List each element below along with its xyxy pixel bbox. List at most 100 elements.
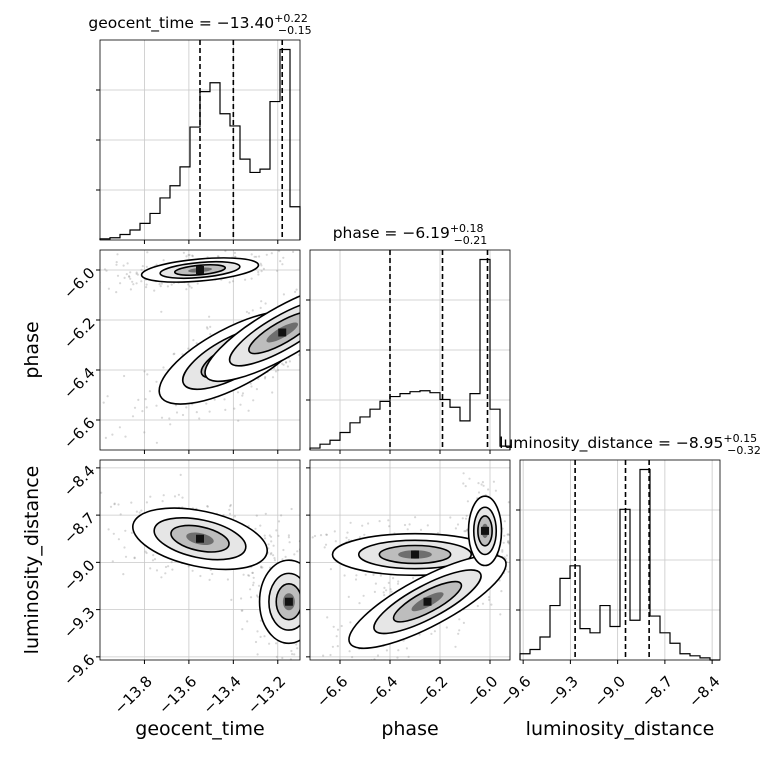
contour-line-2-1-2-0 <box>467 495 503 567</box>
scatter-point <box>351 300 353 302</box>
scatter-point <box>138 511 141 514</box>
scatter-point <box>396 582 400 585</box>
scatter-point <box>113 503 116 506</box>
scatter-point <box>264 302 267 305</box>
scatter-point <box>259 635 262 639</box>
scatter-point <box>246 620 249 623</box>
density-peak-2-1-0 <box>411 550 419 559</box>
scatter-point <box>208 578 211 582</box>
scatter-point <box>119 282 122 285</box>
scatter-point <box>259 262 262 265</box>
scatter-point <box>317 317 319 319</box>
scatter-point <box>155 404 158 407</box>
scatter-point <box>557 522 559 524</box>
scatter-point <box>268 534 271 537</box>
scatter-point <box>332 544 334 546</box>
x-tick-label-luminosity_distance: −9.3 <box>543 672 581 710</box>
scatter-point <box>239 403 242 406</box>
scatter-point <box>307 654 309 656</box>
scatter-point <box>270 535 273 538</box>
scatter-point <box>254 640 258 644</box>
title-upper-error: +0.22 <box>274 12 308 25</box>
scatter-point <box>417 276 419 278</box>
scatter-point <box>230 598 233 602</box>
scatter-point <box>307 537 309 539</box>
scatter-point <box>305 313 307 315</box>
scatter-point <box>363 278 365 280</box>
scatter-point <box>381 292 383 294</box>
scatter-point <box>124 529 127 532</box>
scatter-point <box>305 280 307 282</box>
scatter-point <box>281 558 284 561</box>
scatter-point <box>367 290 369 292</box>
scatter-point <box>259 662 261 664</box>
scatter-point <box>162 494 165 497</box>
scatter-point <box>328 276 330 278</box>
contour-line-2-0-1-2 <box>275 582 300 621</box>
scatter-point <box>300 615 302 617</box>
scatter-point <box>525 583 527 585</box>
scatter-point <box>477 491 481 494</box>
scatter-point <box>511 499 513 501</box>
scatter-point <box>303 621 305 623</box>
scatter-point <box>343 326 345 328</box>
scatter-point <box>129 277 132 280</box>
scatter-point <box>480 483 483 486</box>
scatter-point <box>209 325 212 328</box>
scatter-point <box>263 377 267 380</box>
scatter-point <box>158 283 161 286</box>
scatter-point <box>306 334 308 336</box>
scatter-point <box>348 650 351 653</box>
scatter-point <box>117 503 120 506</box>
scatter-point <box>500 590 503 593</box>
scatter-point <box>195 342 198 345</box>
scatter-point <box>320 551 322 553</box>
scatter-point <box>280 514 283 517</box>
scatter-point <box>507 533 510 536</box>
scatter-point <box>289 658 292 660</box>
scatter-point <box>260 300 263 303</box>
scatter-point <box>516 527 518 529</box>
scatter-point <box>503 556 506 559</box>
scatter-point <box>167 565 170 568</box>
scatter-point <box>512 568 514 570</box>
scatter-point <box>229 505 232 508</box>
scatter-point <box>276 269 279 272</box>
scatter-point <box>135 271 138 274</box>
scatter-point <box>261 566 264 569</box>
scatter-point <box>372 573 375 577</box>
scatter-point <box>252 399 255 402</box>
scatter-point <box>326 616 329 619</box>
scatter-point <box>191 569 194 572</box>
scatter-point <box>295 643 298 646</box>
scatter-point <box>551 541 553 543</box>
scatter-point <box>314 322 316 324</box>
x-tick-label-geocent_time: −13.4 <box>200 672 245 717</box>
contour-line-1-0-0-2 <box>173 263 227 277</box>
scatter-point <box>162 366 165 369</box>
scatter-point <box>251 675 253 677</box>
scatter-point <box>358 536 362 539</box>
y-tick-label-phase: −6.4 <box>60 364 98 402</box>
scatter-point <box>449 516 452 519</box>
contours-1-0 <box>140 257 300 405</box>
scatter-point <box>353 270 355 272</box>
scatter-point <box>310 329 312 331</box>
scatter-point <box>272 554 275 557</box>
scatter-point <box>328 288 330 290</box>
scatter-point <box>328 297 330 299</box>
title-lower-error: −0.15 <box>278 24 312 37</box>
scatter-point <box>311 343 313 345</box>
scatter-point <box>293 553 296 556</box>
scatter-point <box>323 321 325 323</box>
scatter-point <box>314 335 316 337</box>
scatter-point <box>327 313 329 315</box>
scatter-point <box>300 639 302 641</box>
scatter-point <box>507 541 510 544</box>
scatter-point <box>250 253 253 256</box>
scatter-point <box>382 591 385 594</box>
scatter-point <box>286 365 289 368</box>
scatter-point <box>145 265 148 268</box>
scatter-point <box>211 572 214 576</box>
scatter-point <box>362 594 365 597</box>
